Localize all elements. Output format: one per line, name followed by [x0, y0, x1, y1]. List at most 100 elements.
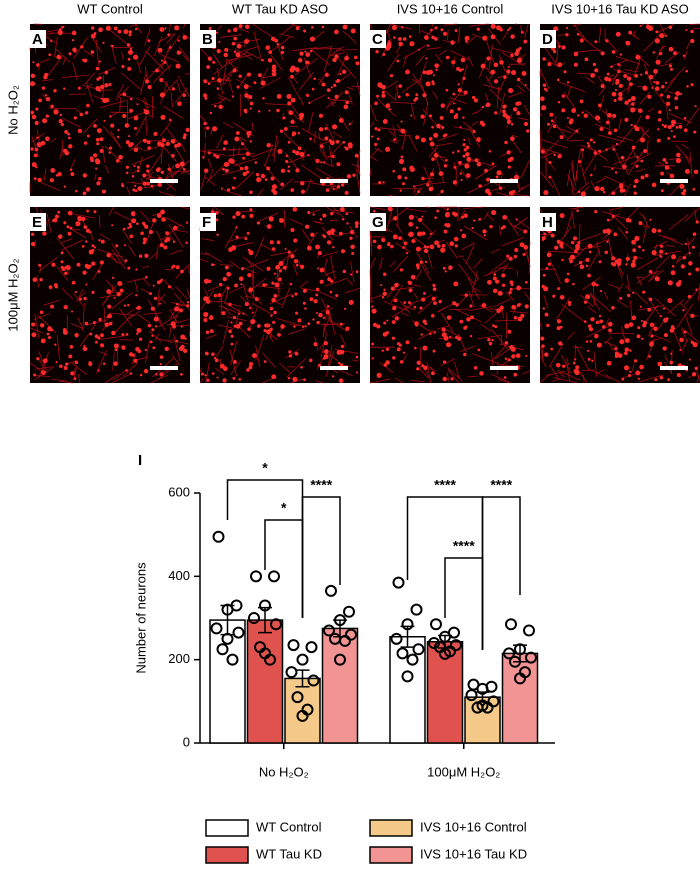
- cell-body: [494, 111, 497, 114]
- cell-body: [308, 102, 310, 104]
- cell-body: [114, 343, 119, 348]
- cell-body: [542, 236, 546, 240]
- cell-body: [453, 102, 455, 104]
- cell-body: [42, 86, 45, 89]
- cell-body: [110, 124, 114, 128]
- cell-body: [217, 49, 221, 53]
- cell-body: [151, 335, 153, 337]
- cell-body: [521, 31, 524, 34]
- cell-body: [477, 162, 481, 166]
- cell-body: [318, 313, 322, 317]
- cell-body: [457, 337, 461, 341]
- cell-body: [590, 174, 593, 177]
- cell-body: [616, 32, 621, 37]
- cell-body: [346, 213, 349, 216]
- cell-body: [213, 154, 216, 157]
- cell-body: [683, 189, 687, 193]
- cell-body: [575, 365, 579, 369]
- cell-body: [327, 88, 331, 92]
- cell-body: [143, 182, 147, 186]
- cell-body: [180, 373, 183, 376]
- cell-body: [114, 297, 116, 299]
- cell-body: [610, 66, 612, 68]
- panel-letter: H: [542, 214, 553, 231]
- cell-body: [68, 232, 72, 236]
- cell-body: [487, 338, 490, 341]
- cell-body: [591, 282, 596, 287]
- cell-body: [292, 134, 294, 136]
- cell-body: [327, 240, 331, 244]
- cell-body: [121, 183, 123, 185]
- cell-body: [638, 245, 641, 248]
- cell-body: [657, 128, 659, 130]
- cell-body: [381, 94, 385, 98]
- cell-body: [89, 333, 92, 336]
- cell-body: [617, 63, 620, 66]
- cell-body: [201, 373, 204, 376]
- cell-body: [203, 318, 207, 322]
- cell-body: [523, 230, 527, 234]
- cell-body: [476, 137, 481, 142]
- cell-body: [524, 122, 528, 126]
- cell-body: [611, 168, 613, 170]
- cell-body: [640, 74, 642, 76]
- legend-swatch: [206, 847, 248, 863]
- cell-body: [42, 231, 46, 235]
- cell-body: [625, 41, 627, 43]
- cell-body: [408, 232, 413, 237]
- cell-body: [482, 106, 484, 108]
- cell-body: [143, 139, 147, 143]
- cell-body: [670, 68, 673, 71]
- cell-body: [35, 107, 38, 110]
- cell-body: [557, 79, 560, 82]
- cell-body: [151, 307, 155, 311]
- cell-body: [505, 341, 509, 345]
- cell-body: [653, 69, 658, 74]
- cell-body: [564, 278, 569, 283]
- cell-body: [338, 362, 340, 364]
- cell-body: [62, 26, 64, 28]
- cell-body: [436, 124, 441, 129]
- cell-body: [266, 143, 270, 147]
- cell-body: [344, 56, 349, 61]
- cell-body: [300, 366, 303, 369]
- cell-body: [121, 65, 124, 68]
- cell-body: [181, 326, 183, 328]
- cell-body: [616, 79, 620, 83]
- cell-body: [578, 190, 581, 193]
- cell-body: [218, 41, 220, 43]
- cell-body: [307, 154, 309, 156]
- cell-body: [71, 310, 73, 312]
- cell-body: [430, 172, 434, 176]
- column-header: WT Tau KD ASO: [232, 1, 328, 16]
- cell-body: [294, 293, 297, 296]
- cell-body: [608, 322, 613, 327]
- cell-body: [83, 347, 87, 351]
- cell-body: [228, 330, 231, 333]
- cell-body: [157, 213, 162, 218]
- significance-bracket: [265, 520, 303, 618]
- cell-body: [600, 187, 604, 191]
- cell-body: [121, 333, 124, 336]
- cell-body: [394, 299, 398, 303]
- cell-body: [268, 50, 272, 54]
- cell-body: [393, 216, 398, 221]
- cell-body: [645, 174, 649, 178]
- cell-body: [341, 249, 345, 253]
- significance-label: ****: [434, 477, 456, 493]
- cell-body: [492, 324, 495, 327]
- cell-body: [134, 127, 137, 130]
- cell-body: [60, 114, 62, 116]
- cell-body: [660, 93, 663, 96]
- cell-body: [86, 104, 90, 108]
- significance-bracket: [303, 497, 341, 618]
- cell-body: [98, 89, 101, 92]
- cell-body: [506, 254, 509, 257]
- y-axis-label: Number of neurons: [133, 562, 148, 674]
- cell-body: [227, 188, 230, 191]
- cell-body: [590, 340, 593, 343]
- cell-body: [621, 156, 625, 160]
- cell-body: [628, 374, 631, 377]
- cell-body: [473, 220, 475, 222]
